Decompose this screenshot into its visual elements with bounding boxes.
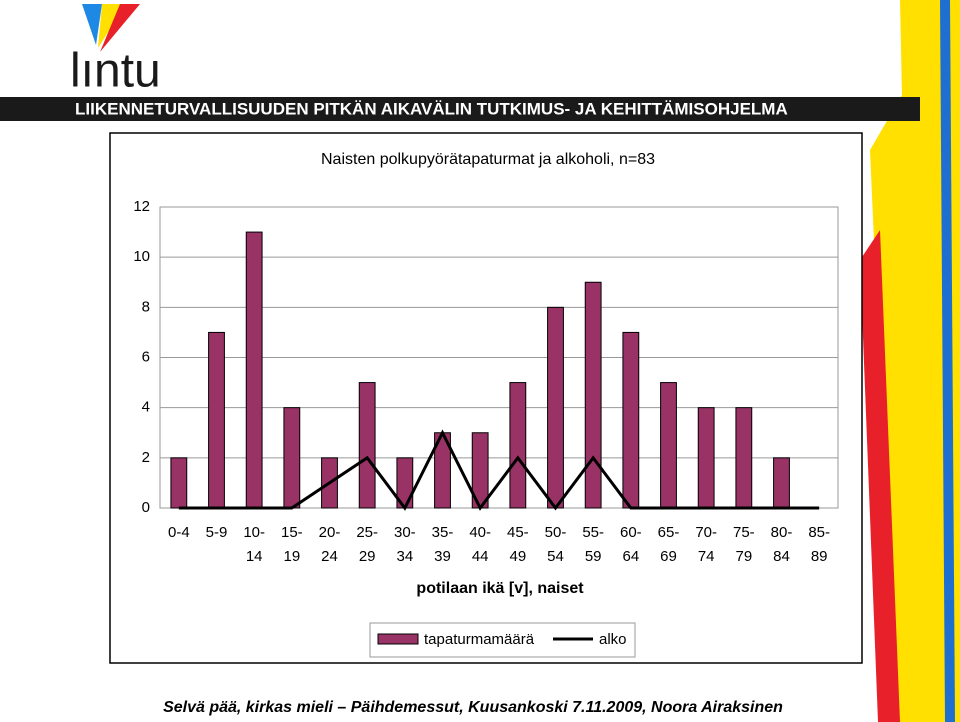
bar [622,331,640,509]
x-tick-label: 80- 84 [770,524,793,565]
bar [660,382,677,509]
x-tick-label: 50- 54 [544,524,567,565]
x-tick-label: 65- 69 [657,524,680,565]
x-tick-label: 75- 79 [732,524,755,565]
bar [170,457,188,509]
bar [509,382,527,509]
bar [208,331,225,509]
x-axis-title: potilaan ikä [v], naiset [416,580,584,597]
chart-title: Naisten polkupyörätapaturmat ja alkoholi… [321,151,655,168]
y-tick-label: 0 [142,499,150,516]
x-tick-label: 15- 19 [280,524,303,565]
y-tick-label: 8 [142,298,150,315]
x-tick-label: 30- 34 [393,524,416,565]
bar [584,281,602,509]
legend-swatch [377,633,419,645]
y-tick-label: 2 [142,449,150,466]
bar [245,231,263,509]
x-tick-label: 5-9 [205,524,228,541]
bar [547,306,564,509]
y-tick-label: 10 [133,248,150,265]
x-tick-label: 25- 29 [356,524,378,565]
x-tick-label: 45- 49 [506,524,529,565]
x-tick-label: 40- 44 [469,524,491,565]
footer: Selvä pää, kirkas mieli – Päihdemessut, … [163,699,783,716]
bar [358,382,376,509]
x-tick-label: 10- 14 [243,524,265,565]
x-tick-label: 20- 24 [318,524,341,565]
logo: lıntu [70,45,161,98]
legend-label: tapaturmamäärä [424,631,535,648]
stripe [940,0,955,722]
logo-mark [82,4,102,45]
stripe [870,90,930,722]
x-tick-label: 70- 74 [695,524,717,565]
bar [735,407,753,509]
x-tick-label: 55- 59 [582,524,604,565]
legend-label: alko [599,631,627,648]
x-tick-label: 60- 64 [619,524,642,565]
y-tick-label: 4 [142,399,150,416]
bar [697,407,715,509]
bar [283,407,301,509]
line [178,429,820,511]
x-tick-label: 0-4 [167,524,190,541]
x-tick-label: 35- 39 [431,524,454,565]
bar [773,457,790,509]
x-tick-label: 85- 89 [808,524,830,565]
y-tick-label: 12 [133,198,150,215]
y-tick-label: 6 [142,348,150,365]
stripe [860,230,900,722]
program: LIIKENNETURVALLISUUDEN PITKÄN AIKAVÄLIN … [75,99,788,118]
logo-mark [100,4,140,52]
program-bar [0,97,920,121]
